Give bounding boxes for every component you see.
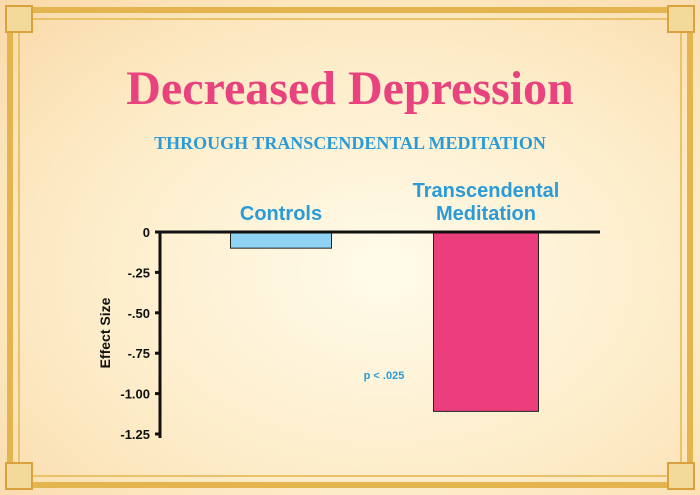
category-label: Controls [239, 203, 323, 225]
frame-inner [18, 18, 682, 477]
y-tick-label: -.25 [128, 265, 150, 280]
category-label: Transcendental Meditation [412, 180, 560, 225]
frame-corners [5, 5, 695, 490]
y-tick-label: -1.25 [120, 427, 150, 442]
y-tick-label: -1.00 [120, 387, 150, 402]
y-tick-label: 0 [143, 225, 150, 240]
y-axis-label: Effect Size [97, 297, 113, 368]
y-tick-label: -.50 [128, 306, 150, 321]
chart-title: Decreased Depression [126, 62, 574, 115]
annotation: p < .025 [364, 370, 405, 382]
frame [7, 7, 693, 488]
bar [230, 231, 332, 249]
y-tick-label: -.75 [128, 346, 150, 361]
bar [433, 231, 539, 412]
chart-subtitle: THROUGH TRANSCENDENTAL MEDITATION [154, 133, 546, 153]
